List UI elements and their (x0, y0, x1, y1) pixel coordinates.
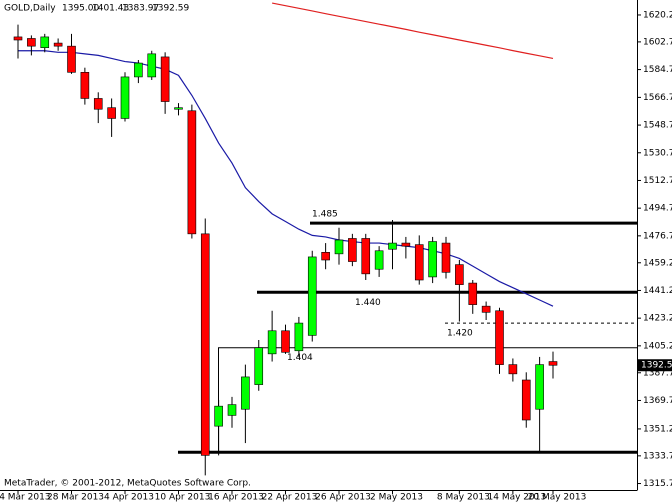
candle-body (67, 45, 76, 73)
candle-body (468, 282, 478, 305)
y-tick-label: 1602.77 (643, 37, 672, 47)
x-tick-label: 16 Apr 2013 (208, 493, 264, 503)
candle-body (107, 107, 116, 119)
candle-body (200, 233, 210, 456)
y-tick-label: 1387.70 (643, 368, 672, 378)
candle-body (388, 242, 397, 250)
candle-body (441, 242, 451, 273)
x-tick-label: 20 May 2013 (528, 493, 587, 503)
y-tick-label: 1548.70 (643, 121, 672, 131)
candle-body (27, 38, 36, 47)
y-tick-label: 1566.70 (643, 93, 672, 103)
y-tick-label: 1512.70 (643, 176, 672, 186)
candle-body (241, 376, 250, 410)
candle-body (521, 379, 531, 421)
axis-area: 1620.27 1602.77 1584.77 1566.70 1548.70 1530.… (0, 10, 672, 503)
candle-body (267, 330, 277, 355)
candle-body (160, 56, 170, 102)
candle-body (401, 242, 411, 247)
candle-body (481, 305, 491, 313)
y-tick-label: 1584.77 (643, 65, 672, 75)
candle-body (548, 361, 558, 366)
candle-body (147, 53, 157, 78)
moving-average (272, 2, 554, 60)
candle-body (495, 310, 504, 365)
plot-area: 1.485 1.440 1.404 1.420 (13, 2, 637, 476)
candle-body (414, 244, 424, 281)
header-ohlc: 1401.43 (92, 4, 129, 14)
y-tick-label: 1315.70 (643, 479, 672, 489)
header-ohlc: 1383.97 (122, 4, 159, 14)
candle-body (374, 250, 384, 270)
candle-body (428, 241, 437, 278)
candle-body (294, 322, 304, 352)
candle-body (120, 76, 130, 119)
y-tick-label: 1530.70 (643, 148, 672, 158)
price-tag-label: 1392.59 (641, 361, 672, 371)
chart-title: GOLD,Daily (4, 4, 56, 14)
candle-body (134, 62, 143, 78)
y-tick-label: 1405.20 (643, 341, 672, 351)
x-tick-label: 22 Apr 2013 (262, 493, 318, 503)
candle-body (348, 238, 357, 262)
x-tick-label: 10 Apr 2013 (155, 493, 211, 503)
header-ohlc: 1392.59 (152, 4, 189, 14)
x-tick-label: 14 May 2013 (488, 493, 547, 503)
level-label: 1.440 (355, 298, 381, 308)
candle-body (53, 42, 63, 47)
candle-body (281, 330, 290, 353)
level-label: 1.485 (312, 210, 338, 220)
candle-body (174, 107, 183, 110)
y-tick-label: 1494.70 (643, 204, 672, 214)
y-tick-label: 1620.27 (643, 10, 672, 20)
y-tick-label: 1441.20 (643, 286, 672, 296)
y-tick-label: 1459.20 (643, 258, 672, 268)
x-tick-label: 2 May 2013 (370, 493, 423, 503)
x-tick-label: 24 Mar 2013 (0, 493, 51, 503)
x-tick-label: 8 May 2013 (437, 493, 490, 503)
header-ohlc: 1395.00 (62, 4, 99, 14)
level-label: 1.420 (447, 329, 473, 339)
candle-body (40, 36, 50, 48)
footer: MetaTrader, © 2001-2012, MetaQuotes Soft… (4, 479, 251, 489)
candle-body (187, 110, 197, 235)
x-tick-label: 28 Mar 2013 (47, 493, 104, 503)
candle-body (254, 347, 264, 385)
candle-body (80, 72, 90, 99)
y-tick-label: 1333.70 (643, 451, 672, 461)
candle-body (13, 36, 23, 41)
x-tick-label: 26 Apr 2013 (315, 493, 371, 503)
candle-body (361, 238, 371, 275)
y-tick-label: 1369.70 (643, 396, 672, 406)
candle-body (321, 252, 330, 261)
y-tick-label: 1351.20 (643, 424, 672, 434)
candle-body (535, 364, 544, 410)
candle-body (334, 239, 344, 255)
candle-body (214, 405, 223, 427)
y-tick-label: 1476.70 (643, 231, 672, 241)
price-tag (638, 359, 672, 372)
candle-body (455, 264, 464, 285)
candle-body (307, 256, 317, 336)
y-tick-label: 1423.20 (643, 314, 672, 324)
x-tick-label: 4 Apr 2013 (104, 493, 154, 503)
candle-body (93, 98, 103, 110)
candle-body (227, 404, 237, 416)
moving-average (18, 50, 554, 307)
candle-body (508, 364, 518, 375)
level-label: 1.404 (287, 353, 313, 363)
